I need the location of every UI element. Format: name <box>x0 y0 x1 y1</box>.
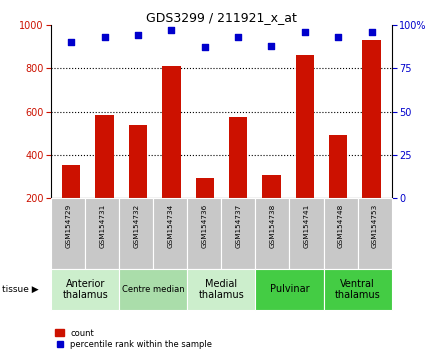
Bar <box>262 176 281 198</box>
Point <box>68 39 75 45</box>
Title: GDS3299 / 211921_x_at: GDS3299 / 211921_x_at <box>146 11 297 24</box>
Point <box>101 34 108 40</box>
Text: GSM154737: GSM154737 <box>235 204 241 248</box>
Bar <box>187 269 255 310</box>
Bar <box>195 178 214 198</box>
Legend: count, percentile rank within the sample: count, percentile rank within the sample <box>55 329 212 349</box>
Text: GSM154732: GSM154732 <box>134 204 139 248</box>
Bar <box>51 269 119 310</box>
Bar <box>187 198 222 269</box>
Point <box>368 29 375 35</box>
Bar <box>62 165 81 198</box>
Bar <box>295 55 314 198</box>
Text: GSM154734: GSM154734 <box>167 204 173 248</box>
Bar <box>324 198 358 269</box>
Point <box>134 32 142 38</box>
Point <box>201 45 208 50</box>
Bar <box>255 198 290 269</box>
Bar <box>290 198 324 269</box>
Text: GSM154748: GSM154748 <box>338 204 344 248</box>
Bar <box>95 115 114 198</box>
Point <box>268 43 275 48</box>
Text: GSM154729: GSM154729 <box>65 204 71 248</box>
Text: GSM154731: GSM154731 <box>99 204 105 248</box>
Text: Anterior
thalamus: Anterior thalamus <box>62 279 108 300</box>
Bar <box>324 269 392 310</box>
Bar <box>51 198 85 269</box>
Point <box>335 34 342 40</box>
Bar <box>162 66 181 198</box>
Point <box>301 29 308 35</box>
Text: Centre median: Centre median <box>122 285 185 294</box>
Text: Ventral
thalamus: Ventral thalamus <box>335 279 380 300</box>
Text: Pulvinar: Pulvinar <box>270 284 309 295</box>
Text: GSM154753: GSM154753 <box>372 204 377 248</box>
Bar <box>358 198 392 269</box>
Point <box>235 34 242 40</box>
Bar <box>119 269 187 310</box>
Bar <box>85 198 119 269</box>
Bar <box>129 125 147 198</box>
Bar <box>222 198 255 269</box>
Bar <box>255 269 324 310</box>
Text: Medial
thalamus: Medial thalamus <box>198 279 244 300</box>
Bar <box>329 135 348 198</box>
Text: tissue ▶: tissue ▶ <box>2 285 39 294</box>
Bar <box>362 40 381 198</box>
Text: GSM154736: GSM154736 <box>202 204 207 248</box>
Point <box>168 27 175 33</box>
Bar <box>153 198 187 269</box>
Bar <box>119 198 153 269</box>
Bar <box>229 117 247 198</box>
Text: GSM154741: GSM154741 <box>303 204 309 248</box>
Text: GSM154738: GSM154738 <box>270 204 275 248</box>
